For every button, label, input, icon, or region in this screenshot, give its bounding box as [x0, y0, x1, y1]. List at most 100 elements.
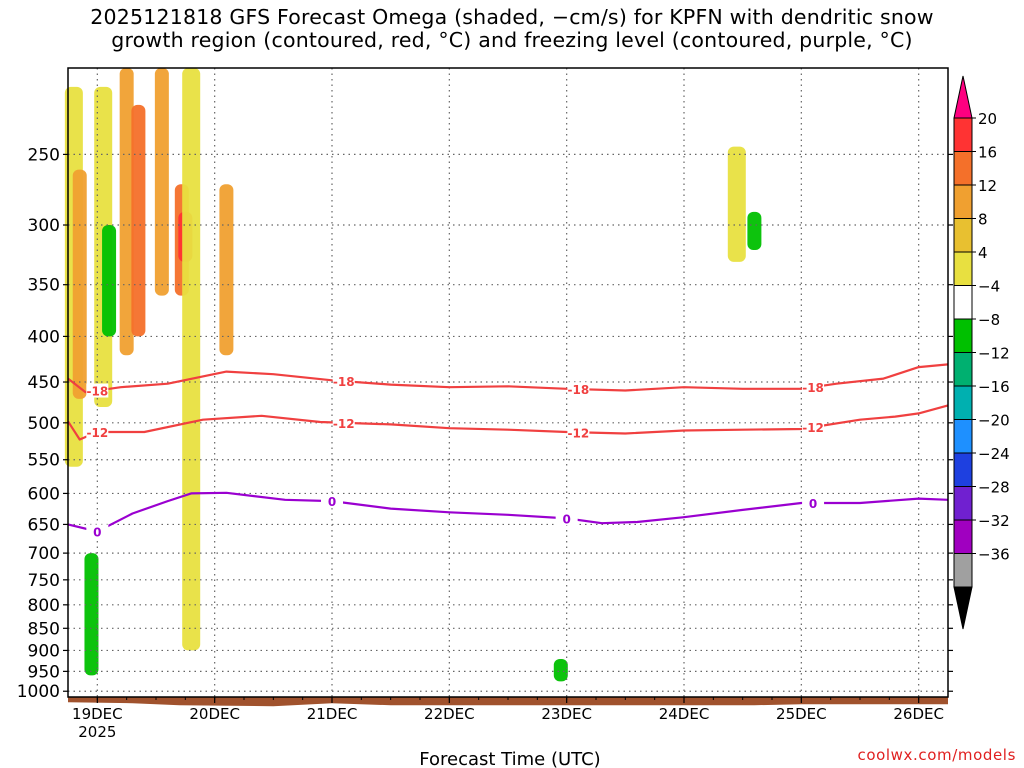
contour-line	[67, 491, 949, 533]
colorbar-cell	[953, 218, 973, 253]
shading-cell	[553, 658, 568, 682]
title-line-2: growth region (contoured, red, °C) and f…	[111, 28, 913, 52]
y-tick-label: 650	[28, 515, 60, 535]
contour-label-bg	[332, 374, 355, 389]
colorbar-top-arrow	[953, 75, 973, 119]
contour-label: -12	[86, 426, 108, 440]
shading-cell	[219, 184, 234, 356]
y-tick-label: 750	[28, 571, 60, 591]
colorbar-label: −8	[978, 311, 1000, 329]
colorbar-label: −4	[978, 278, 1000, 296]
contour-lines: -18 -18 -18 -18 -12 -12 -12 -12 0 0 0 0	[67, 363, 949, 540]
colorbar-label: −16	[978, 378, 1010, 396]
shading-cell	[154, 68, 169, 296]
colorbar-cell	[953, 452, 973, 487]
colorbar-label: −24	[978, 445, 1010, 463]
y-axis: 2503003504004505005506006507007508008509…	[17, 145, 953, 702]
shading-cell	[747, 211, 762, 251]
contour-label: -12	[568, 426, 590, 440]
contour-label: -18	[86, 385, 108, 399]
y-tick-label: 250	[28, 145, 60, 165]
contour-label: -12	[802, 421, 824, 435]
contour-label-bg	[567, 382, 590, 397]
shading-cell	[727, 146, 746, 262]
x-axis-title: Forecast Time (UTC)	[419, 749, 600, 768]
y-tick-label: 400	[28, 327, 60, 347]
contour-label-bg	[321, 494, 343, 509]
x-axis: 19DEC 20DEC 21DEC 22DEC 23DEC 24DEC 25DEC 26DEC…	[72, 697, 944, 741]
colorbar-cell	[953, 553, 973, 588]
contour-label-bg	[86, 383, 109, 398]
contour-label: -18	[802, 381, 824, 395]
colorbar-label: 8	[978, 211, 988, 229]
colorbar-label: −36	[978, 546, 1010, 564]
colorbar-bottom-arrow	[953, 586, 973, 630]
shading-cell	[131, 104, 146, 337]
shading-cell	[119, 68, 134, 356]
colorbar-cell	[953, 318, 973, 353]
contour-label: 0	[562, 512, 570, 526]
x-tick-label: 25DEC	[776, 705, 827, 723]
colorbar-cell	[953, 184, 973, 219]
y-tick-label: 700	[28, 544, 60, 564]
colorbar-label: 16	[978, 144, 997, 162]
contour-line	[67, 363, 949, 394]
colorbar-cell	[953, 519, 973, 554]
colorbar-cell	[953, 251, 973, 286]
x-tick-label: 26DEC	[893, 705, 944, 723]
x-tick-label: 19DEC	[72, 705, 123, 723]
x-tick-label: 24DEC	[659, 705, 710, 723]
y-tick-label: 600	[28, 484, 60, 504]
omega-shading	[64, 68, 762, 682]
colorbar-cell	[953, 486, 973, 521]
colorbar-cell	[953, 385, 973, 420]
y-tick-label: 350	[28, 276, 60, 296]
contour-label-bg	[332, 415, 355, 430]
contour-line	[67, 404, 949, 441]
colorbar-cell	[953, 151, 973, 186]
x-tick-label: 22DEC	[424, 705, 475, 723]
credit-link[interactable]: coolwx.com/models	[857, 746, 1016, 764]
shading-cell	[84, 553, 99, 676]
contour-label: -12	[333, 417, 355, 431]
colorbar-label: −12	[978, 345, 1010, 363]
shading-cell	[102, 225, 117, 337]
y-tick-label: 850	[28, 619, 60, 639]
contour-label-bg	[802, 495, 825, 510]
colorbar-label: 12	[978, 177, 997, 195]
contour-label-bg	[86, 524, 109, 539]
terrain-fill	[68, 697, 948, 707]
x-year-label: 2025	[78, 723, 116, 741]
colorbar-label: −32	[978, 512, 1010, 530]
y-tick-label: 500	[28, 414, 60, 434]
y-tick-label: 1000	[17, 682, 60, 702]
contour-label: 0	[809, 497, 817, 511]
y-tick-label: 550	[28, 451, 60, 471]
colorbar-cell	[953, 352, 973, 387]
y-tick-label: 950	[28, 662, 60, 682]
contour-label-bg	[555, 511, 578, 526]
contour-label: 0	[328, 495, 336, 509]
colorbar-cell	[953, 285, 973, 320]
contour-label: 0	[93, 526, 101, 540]
contour-label: -18	[568, 383, 590, 397]
colorbar-label: 20	[978, 110, 997, 128]
y-tick-label: 800	[28, 596, 60, 616]
y-tick-label: 300	[28, 216, 60, 236]
colorbar-label: −28	[978, 479, 1010, 497]
contour-label: -18	[333, 375, 355, 389]
x-tick-label: 23DEC	[541, 705, 592, 723]
colorbar-label: 4	[978, 244, 988, 262]
contour-label-bg	[802, 380, 825, 395]
contour-label-bg	[86, 425, 109, 440]
x-tick-label: 20DEC	[189, 705, 240, 723]
colorbar-cell	[953, 419, 973, 454]
contour-label-bg	[802, 420, 825, 435]
x-tick-label: 21DEC	[307, 705, 358, 723]
colorbar: 20 16 12 8 4 −4 −8 −12 −16 −20 −24 −28 −32 −36	[953, 75, 1010, 630]
y-tick-label: 900	[28, 641, 60, 661]
title-line-1: 2025121818 GFS Forecast Omega (shaded, −…	[90, 5, 934, 29]
colorbar-label: −20	[978, 412, 1010, 430]
colorbar-cell	[953, 117, 973, 152]
